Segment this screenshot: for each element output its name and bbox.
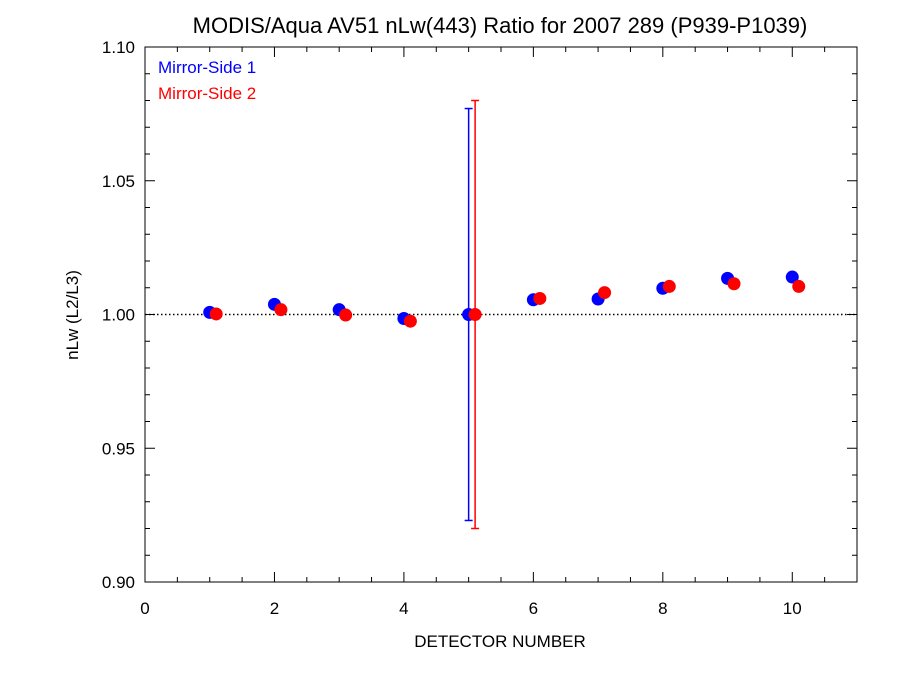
x-tick-label: 0 (140, 599, 149, 618)
data-point (662, 279, 676, 293)
x-tick-label: 8 (658, 599, 667, 618)
data-point (727, 277, 741, 291)
x-tick-label: 10 (783, 599, 802, 618)
data-point (468, 308, 482, 321)
data-point (274, 303, 288, 317)
data-point (209, 307, 223, 321)
series-2 (209, 99, 806, 530)
plot-frame (144, 46, 858, 583)
x-tick-label: 6 (529, 599, 538, 618)
y-tick-label: 1.05 (102, 172, 135, 191)
x-axis-label: DETECTOR NUMBER (414, 632, 586, 651)
chart-title: MODIS/Aqua AV51 nLw(443) Ratio for 2007 … (193, 13, 808, 38)
y-tick-label: 1.00 (102, 306, 135, 325)
y-tick-label: 0.95 (102, 439, 135, 458)
data-point (792, 279, 806, 293)
y-tick-label: 0.90 (102, 573, 135, 592)
y-axis-label: nLw (L2/L3) (63, 270, 82, 360)
y-tick-label: 1.10 (102, 38, 135, 57)
legend-entry: Mirror-Side 1 (158, 58, 256, 77)
data-point (598, 286, 612, 300)
data-point (533, 291, 547, 305)
data-point (339, 308, 353, 322)
legend-entry: Mirror-Side 2 (158, 84, 256, 103)
x-tick-label: 2 (270, 599, 279, 618)
data-point (785, 270, 799, 284)
data-point (403, 314, 417, 328)
x-tick-label: 4 (399, 599, 408, 618)
